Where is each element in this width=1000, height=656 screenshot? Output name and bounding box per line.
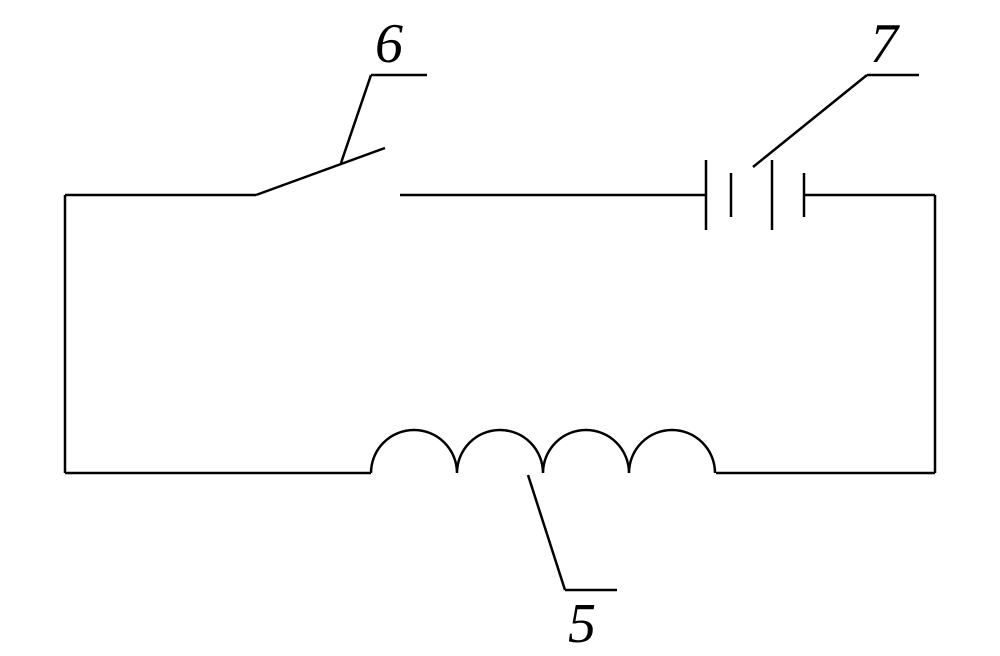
battery-label: 7 — [870, 12, 898, 76]
circuit-diagram — [0, 0, 1000, 654]
inductor-label: 5 — [568, 592, 596, 656]
switch-label: 6 — [375, 12, 403, 76]
